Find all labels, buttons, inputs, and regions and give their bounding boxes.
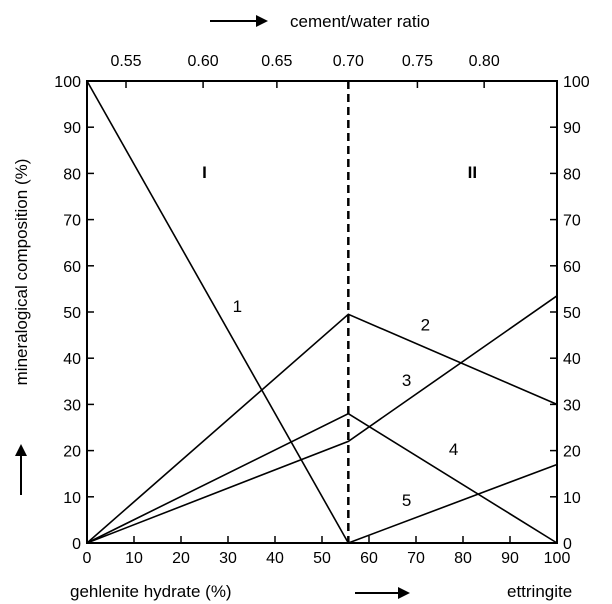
y-axis-label: mineralogical composition (%) — [12, 159, 31, 386]
x-tick-label: 0 — [83, 550, 92, 567]
region-label: II — [468, 163, 477, 182]
top-tick-label: 0.55 — [110, 53, 141, 70]
top-tick-label: 0.70 — [333, 53, 364, 70]
x-tick-label: 10 — [125, 550, 143, 567]
top-axis-title: cement/water ratio — [210, 12, 430, 31]
top-tick-label: 0.65 — [261, 53, 292, 70]
y-tick-label-left: 70 — [63, 213, 81, 230]
x-tick-label: 70 — [407, 550, 425, 567]
x-tick-label: 80 — [454, 550, 472, 567]
x-axis-label: gehlenite hydrate (%) — [70, 582, 232, 601]
x-axis-label-right: ettringite — [507, 582, 572, 601]
top-tick-label: 0.80 — [469, 53, 500, 70]
y-axis-title: mineralogical composition (%) — [12, 159, 31, 495]
y-tick-label-right: 40 — [563, 351, 581, 368]
y-tick-label-left: 60 — [63, 259, 81, 276]
top-arrowhead-icon — [256, 15, 268, 27]
y-tick-label-right: 10 — [563, 490, 581, 507]
y-tick-label-left: 20 — [63, 444, 81, 461]
y-tick-label-left: 80 — [63, 166, 81, 183]
region-label: I — [202, 163, 207, 182]
series-label-3: 3 — [402, 371, 411, 390]
y-tick-label-left: 100 — [54, 74, 81, 91]
x-tick-label: 50 — [313, 550, 331, 567]
series-line-1 — [86, 80, 350, 544]
x-axis-title: gehlenite hydrate (%) ettringite — [70, 582, 572, 601]
y-tick-label-left: 90 — [63, 120, 81, 137]
series-label-5: 5 — [402, 491, 411, 510]
top-tick-label: 0.75 — [402, 53, 433, 70]
series-line-4 — [86, 412, 558, 544]
y-tick-label-right: 90 — [563, 120, 581, 137]
y-tick-label-right: 20 — [563, 444, 581, 461]
plot-frame — [86, 80, 558, 544]
x-tick-label: 20 — [172, 550, 190, 567]
x-tick-label: 60 — [360, 550, 378, 567]
top-tick-label: 0.60 — [188, 53, 219, 70]
top-axis-label: cement/water ratio — [290, 12, 430, 31]
series-line-2 — [86, 313, 558, 544]
x-tick-label: 100 — [544, 550, 571, 567]
x-arrowhead-icon — [398, 587, 410, 599]
x-tick-label: 90 — [501, 550, 519, 567]
x-tick-label: 40 — [266, 550, 284, 567]
y-tick-label-right: 70 — [563, 213, 581, 230]
series-label-2: 2 — [421, 315, 430, 334]
y-tick-label-right: 0 — [563, 536, 572, 553]
series-label-4: 4 — [449, 440, 458, 459]
y-tick-label-right: 60 — [563, 259, 581, 276]
y-tick-label-left: 30 — [63, 397, 81, 414]
x-tick-label: 30 — [219, 550, 237, 567]
y-arrowhead-icon — [15, 444, 27, 456]
y-tick-label-left: 0 — [72, 536, 81, 553]
y-tick-label-left: 50 — [63, 305, 81, 322]
y-tick-label-left: 10 — [63, 490, 81, 507]
y-tick-label-right: 30 — [563, 397, 581, 414]
series-line-3 — [86, 295, 558, 544]
y-tick-label-left: 40 — [63, 351, 81, 368]
series-label-1: 1 — [233, 297, 242, 316]
series-line-5 — [348, 463, 558, 544]
y-tick-label-right: 100 — [563, 74, 590, 91]
y-tick-label-right: 80 — [563, 166, 581, 183]
y-tick-label-right: 50 — [563, 305, 581, 322]
